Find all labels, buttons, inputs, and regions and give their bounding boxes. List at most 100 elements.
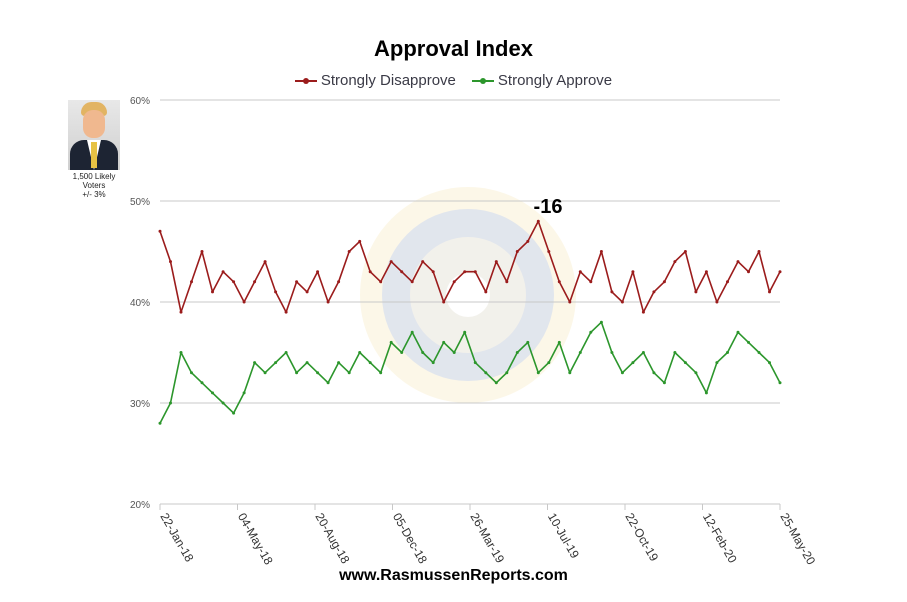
data-point-disapprove[interactable]: [263, 260, 267, 264]
data-point-disapprove[interactable]: [694, 290, 698, 294]
data-point-disapprove[interactable]: [568, 300, 572, 304]
data-point-approve[interactable]: [242, 391, 246, 395]
data-point-approve[interactable]: [557, 340, 561, 344]
data-point-disapprove[interactable]: [179, 310, 183, 314]
data-point-disapprove[interactable]: [253, 280, 257, 284]
data-point-approve[interactable]: [211, 391, 214, 395]
data-point-disapprove[interactable]: [662, 280, 666, 284]
data-point-approve[interactable]: [694, 371, 698, 375]
data-point-disapprove[interactable]: [610, 290, 614, 294]
data-point-approve[interactable]: [431, 361, 435, 365]
data-point-disapprove[interactable]: [326, 300, 330, 304]
data-point-disapprove[interactable]: [169, 260, 172, 264]
data-point-approve[interactable]: [620, 371, 624, 375]
data-point-disapprove[interactable]: [211, 290, 214, 294]
data-point-approve[interactable]: [547, 361, 551, 365]
data-point-disapprove[interactable]: [484, 290, 488, 294]
data-point-disapprove[interactable]: [221, 270, 225, 274]
data-point-approve[interactable]: [400, 351, 404, 354]
data-point-disapprove[interactable]: [358, 239, 362, 243]
data-point-approve[interactable]: [631, 361, 635, 365]
data-point-disapprove[interactable]: [473, 270, 477, 274]
data-point-approve[interactable]: [484, 371, 488, 375]
data-point-disapprove[interactable]: [715, 300, 719, 304]
data-point-disapprove[interactable]: [726, 280, 729, 284]
data-point-disapprove[interactable]: [368, 270, 372, 274]
data-point-disapprove[interactable]: [631, 270, 635, 274]
data-point-disapprove[interactable]: [379, 280, 383, 284]
data-point-disapprove[interactable]: [431, 270, 435, 274]
data-point-disapprove[interactable]: [232, 280, 236, 284]
legend-item-strongly-disapprove[interactable]: Strongly Disapprove: [294, 72, 456, 89]
data-point-approve[interactable]: [463, 330, 467, 334]
data-point-disapprove[interactable]: [536, 219, 540, 223]
data-point-approve[interactable]: [747, 340, 750, 344]
data-point-disapprove[interactable]: [652, 290, 656, 294]
data-point-disapprove[interactable]: [757, 250, 761, 253]
data-point-approve[interactable]: [757, 351, 761, 354]
data-point-disapprove[interactable]: [704, 270, 708, 274]
data-point-approve[interactable]: [715, 361, 719, 365]
data-point-approve[interactable]: [379, 371, 383, 375]
data-point-approve[interactable]: [652, 371, 656, 375]
data-point-disapprove[interactable]: [316, 270, 320, 274]
data-point-disapprove[interactable]: [505, 280, 509, 284]
data-point-approve[interactable]: [253, 361, 257, 365]
data-point-disapprove[interactable]: [295, 280, 299, 284]
data-point-approve[interactable]: [505, 371, 509, 375]
data-point-disapprove[interactable]: [683, 250, 687, 253]
data-point-disapprove[interactable]: [347, 250, 351, 253]
data-point-approve[interactable]: [610, 351, 614, 354]
data-point-disapprove[interactable]: [337, 280, 341, 284]
data-point-approve[interactable]: [368, 361, 372, 365]
data-point-disapprove[interactable]: [768, 290, 771, 294]
data-point-approve[interactable]: [389, 340, 393, 344]
data-point-disapprove[interactable]: [778, 270, 782, 274]
data-point-disapprove[interactable]: [442, 300, 446, 304]
data-point-approve[interactable]: [169, 401, 172, 405]
data-point-approve[interactable]: [568, 371, 572, 375]
data-point-disapprove[interactable]: [158, 229, 162, 233]
data-point-disapprove[interactable]: [463, 270, 467, 274]
data-point-approve[interactable]: [295, 371, 299, 375]
data-point-approve[interactable]: [158, 421, 162, 425]
data-point-approve[interactable]: [515, 351, 519, 354]
data-point-approve[interactable]: [284, 351, 288, 354]
data-point-approve[interactable]: [316, 371, 320, 375]
data-point-disapprove[interactable]: [421, 260, 425, 264]
data-point-disapprove[interactable]: [747, 270, 750, 274]
data-point-approve[interactable]: [768, 361, 771, 365]
data-point-disapprove[interactable]: [578, 270, 582, 274]
data-point-approve[interactable]: [526, 340, 530, 344]
data-point-approve[interactable]: [221, 401, 225, 405]
data-point-approve[interactable]: [337, 361, 341, 365]
data-point-disapprove[interactable]: [274, 290, 278, 294]
data-point-approve[interactable]: [410, 330, 414, 334]
data-point-approve[interactable]: [599, 320, 603, 324]
data-point-approve[interactable]: [494, 381, 498, 385]
data-point-approve[interactable]: [726, 351, 729, 354]
data-point-approve[interactable]: [673, 351, 677, 354]
data-point-disapprove[interactable]: [494, 260, 498, 264]
data-point-approve[interactable]: [200, 381, 204, 385]
data-point-approve[interactable]: [704, 391, 708, 395]
data-point-disapprove[interactable]: [589, 280, 593, 284]
data-point-disapprove[interactable]: [389, 260, 393, 264]
data-point-approve[interactable]: [358, 351, 362, 354]
data-point-approve[interactable]: [305, 361, 309, 365]
data-point-approve[interactable]: [736, 330, 740, 334]
data-point-disapprove[interactable]: [515, 250, 519, 253]
data-point-disapprove[interactable]: [673, 260, 677, 264]
data-point-disapprove[interactable]: [410, 280, 414, 284]
data-point-approve[interactable]: [778, 381, 782, 385]
data-point-disapprove[interactable]: [400, 270, 404, 274]
data-point-approve[interactable]: [179, 351, 183, 354]
data-point-approve[interactable]: [263, 371, 267, 375]
data-point-disapprove[interactable]: [452, 280, 456, 284]
data-point-approve[interactable]: [274, 361, 278, 365]
data-point-disapprove[interactable]: [547, 250, 551, 253]
data-point-approve[interactable]: [421, 351, 425, 354]
data-point-disapprove[interactable]: [284, 310, 288, 314]
data-point-approve[interactable]: [442, 340, 446, 344]
data-point-disapprove[interactable]: [641, 310, 645, 314]
